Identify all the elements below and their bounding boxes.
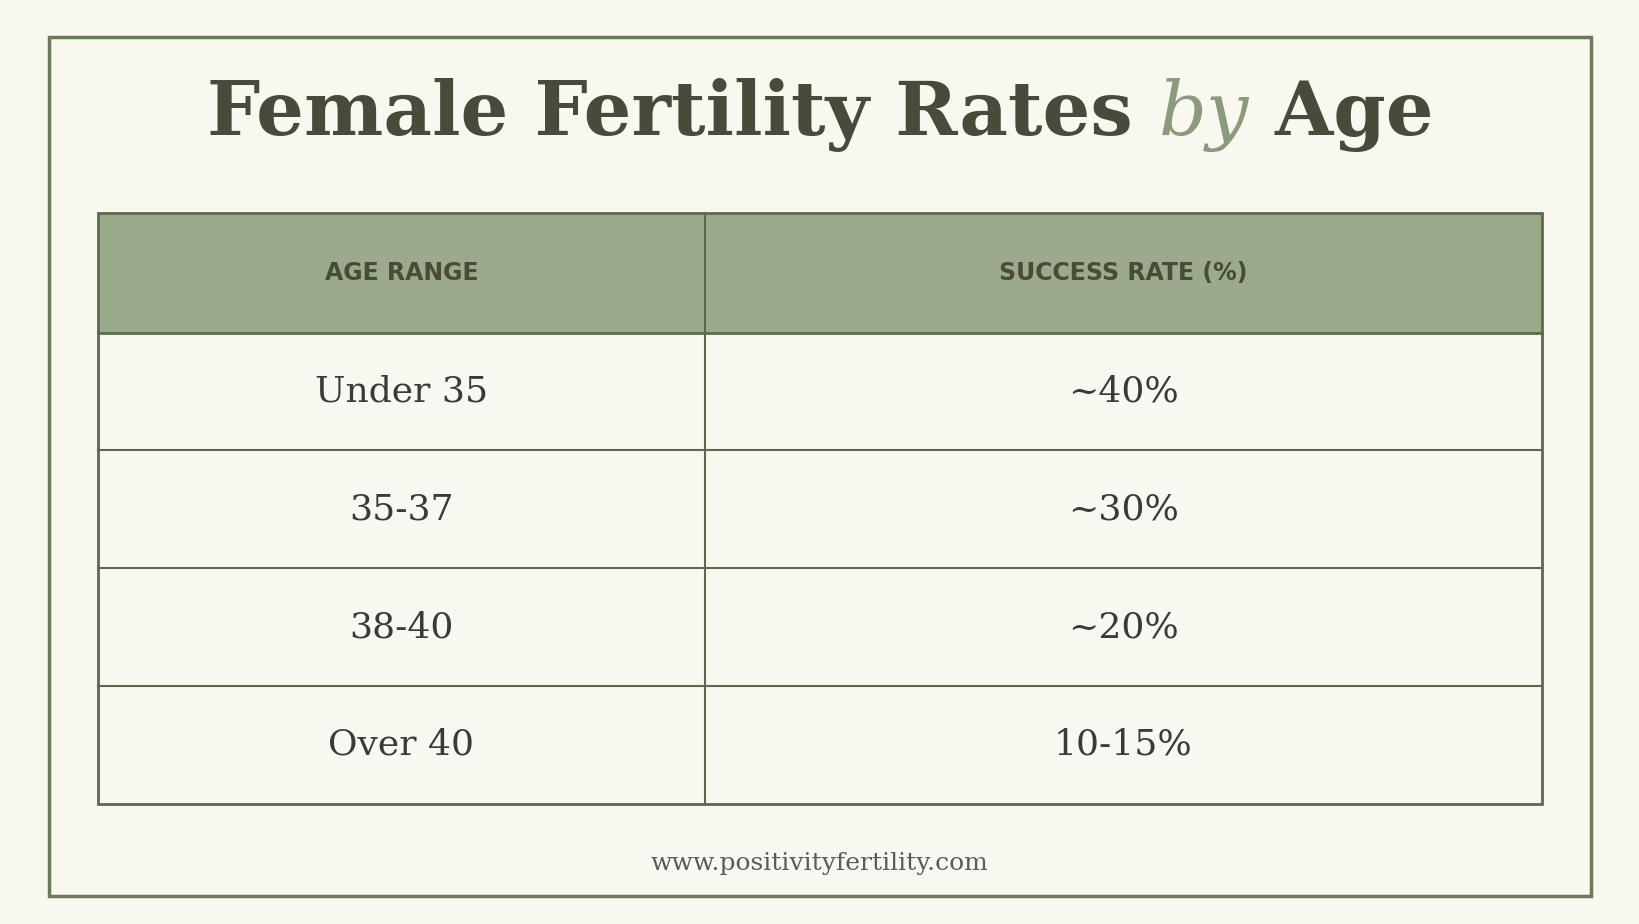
Text: Female Fertility Rates: Female Fertility Rates [207, 79, 1157, 152]
Text: www.positivityfertility.com: www.positivityfertility.com [651, 853, 988, 875]
Text: 38-40: 38-40 [349, 610, 454, 644]
Text: 10-15%: 10-15% [1052, 728, 1192, 762]
Text: Over 40: Over 40 [328, 728, 474, 762]
Text: ~30%: ~30% [1067, 492, 1178, 527]
Bar [98, 213, 1541, 333]
Text: SUCCESS RATE (%): SUCCESS RATE (%) [998, 261, 1247, 285]
Text: AGE RANGE: AGE RANGE [325, 261, 479, 285]
Bar [98, 213, 1541, 804]
Text: Age: Age [1247, 79, 1432, 152]
Text: 35-37: 35-37 [349, 492, 454, 527]
Text: ~20%: ~20% [1067, 610, 1178, 644]
Text: ~40%: ~40% [1067, 374, 1178, 408]
Text: by: by [1157, 79, 1247, 152]
Text: Under 35: Under 35 [315, 374, 488, 408]
